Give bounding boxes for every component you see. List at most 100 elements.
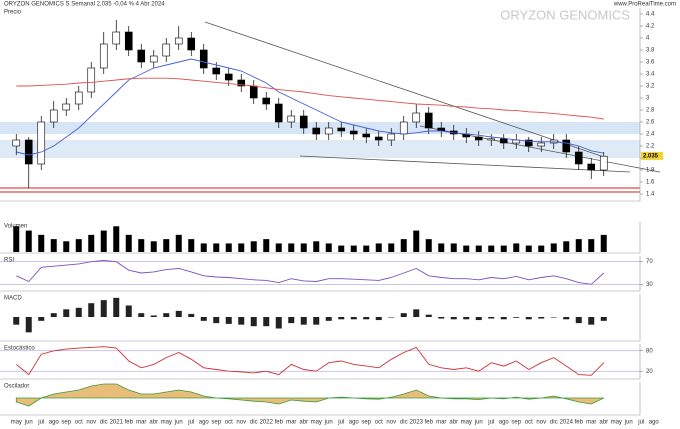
bar — [600, 234, 607, 252]
bar — [488, 245, 495, 252]
candle-body — [12, 139, 21, 147]
x-tick-label: oct — [525, 420, 533, 426]
candle-body — [112, 31, 121, 45]
y-tick-label: 4.4 — [646, 12, 655, 18]
y-tick-label: 70 — [646, 259, 653, 265]
bar — [88, 234, 95, 252]
x-tick-label: jun — [474, 420, 483, 426]
bar — [600, 317, 607, 321]
bar — [588, 239, 595, 252]
bar — [213, 317, 220, 324]
x-tick-label: 2023 — [410, 420, 424, 426]
moving-average — [16, 77, 604, 120]
x-tick-label: feb — [275, 420, 284, 426]
bar — [163, 313, 170, 317]
x-tick-label: feb — [125, 420, 134, 426]
y-tick-label: 1.8 — [646, 168, 655, 174]
x-tick-label: ago — [499, 420, 510, 426]
bar — [175, 234, 182, 252]
panel-label: Oscilador — [4, 384, 29, 390]
candle-body — [349, 130, 358, 135]
candle-body — [424, 112, 433, 129]
last-price-box — [641, 151, 663, 160]
bar — [75, 307, 82, 317]
bar — [13, 226, 20, 252]
y-tick-label: 30 — [646, 282, 653, 288]
bar — [325, 243, 332, 252]
candle-body — [412, 112, 421, 123]
bar — [250, 241, 257, 252]
bar — [388, 243, 395, 252]
bar — [525, 245, 532, 252]
bar — [550, 243, 557, 252]
bar — [238, 317, 245, 325]
candle-body — [187, 37, 196, 51]
instrument-label: ORYZON GENOMICS S Semanal 2,035 -0,04 % … — [4, 2, 165, 8]
bar — [413, 309, 420, 317]
bar — [100, 230, 107, 252]
bar — [275, 317, 282, 329]
bar — [400, 313, 407, 317]
candle-body — [212, 67, 221, 75]
x-tick-label: sep — [211, 420, 221, 426]
bar — [500, 245, 507, 252]
bar — [288, 243, 295, 252]
candle-body — [274, 103, 283, 123]
candle-body — [162, 43, 171, 57]
x-tick-label: may — [11, 420, 22, 426]
candle-body — [374, 136, 383, 141]
bar — [375, 317, 382, 321]
y-tick-label: 3.2 — [646, 84, 655, 90]
x-tick-label: jul — [637, 420, 644, 426]
bar — [388, 317, 395, 318]
y-tick-label: 3.8 — [646, 48, 655, 54]
x-tick-label: may — [311, 420, 322, 426]
bar — [63, 241, 70, 252]
y-tick-label: 2.4 — [646, 132, 655, 138]
panel-label: MACD — [4, 296, 22, 302]
bar — [513, 317, 520, 318]
bar — [300, 317, 307, 325]
y-tick-label: 2.6 — [646, 120, 655, 126]
x-tick-label: mar — [286, 420, 296, 426]
bar — [175, 310, 182, 317]
y-tick-label: 80 — [646, 348, 653, 354]
bar — [350, 317, 357, 320]
bar — [263, 239, 270, 252]
candle-body — [487, 138, 496, 141]
y-tick-label: 3.6 — [646, 60, 655, 66]
bar — [588, 317, 595, 325]
candle-body — [562, 139, 571, 153]
x-tick-label: ago — [649, 420, 660, 426]
x-tick-label: dic — [250, 420, 258, 426]
bar — [238, 243, 245, 252]
candle-body — [287, 115, 296, 123]
bar — [563, 241, 570, 252]
bar — [25, 230, 32, 252]
candle-body — [137, 49, 146, 63]
y-tick-label: 2.8 — [646, 108, 655, 114]
x-tick-label: abr — [299, 420, 308, 426]
x-tick-label: oct — [75, 420, 83, 426]
trend-line — [299, 155, 631, 173]
candle-body — [599, 155, 608, 171]
bar — [150, 315, 157, 317]
bar — [313, 317, 320, 325]
bar — [463, 317, 470, 320]
bar — [150, 241, 157, 252]
candle-body — [337, 127, 346, 132]
candle-body — [99, 43, 108, 69]
candle-body — [262, 97, 271, 105]
bar — [463, 245, 470, 252]
y-tick-label: 1.6 — [646, 180, 655, 186]
candle-body — [74, 91, 83, 105]
bar — [188, 239, 195, 252]
panel-label: Precio — [4, 10, 22, 16]
x-tick-label: may — [461, 420, 472, 426]
x-tick-label: abr — [599, 420, 608, 426]
bar — [413, 230, 420, 252]
bar — [363, 317, 370, 320]
bar — [163, 239, 170, 252]
bar — [225, 317, 232, 324]
bar — [225, 243, 232, 252]
